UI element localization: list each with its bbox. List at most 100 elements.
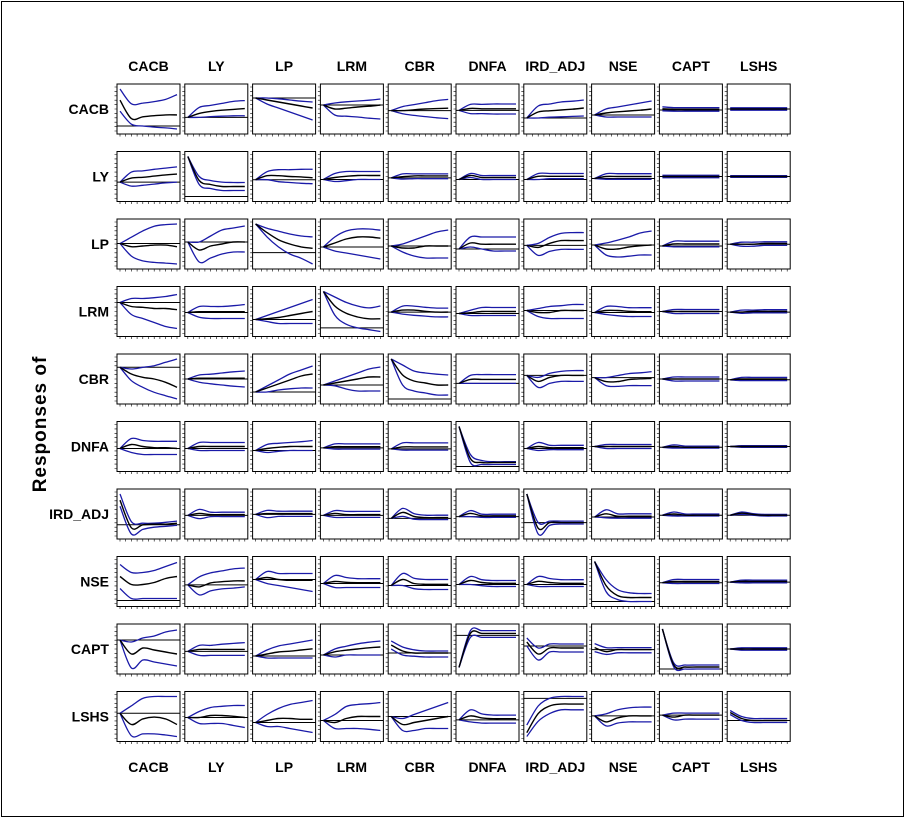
- lower-band-line: [255, 97, 313, 121]
- panel-ticks: [385, 154, 449, 204]
- upper-band-line: [458, 509, 516, 518]
- row-label-lp: LP: [91, 236, 109, 252]
- panel-ticks: [589, 424, 652, 474]
- lower-band-line: [594, 715, 652, 727]
- panel-ticks: [317, 491, 381, 542]
- lower-band-line: [526, 493, 584, 536]
- response-line: [255, 174, 313, 181]
- upper-band-line: [255, 97, 313, 103]
- lower-band-line: [662, 245, 720, 248]
- panel-ticks: [521, 694, 585, 744]
- upper-band-line: [255, 639, 313, 657]
- upper-band-line: [390, 640, 449, 652]
- lower-band-line: [255, 178, 313, 185]
- panel-ticks: [521, 491, 585, 542]
- panel-ticks: [656, 491, 720, 542]
- response-line: [594, 175, 652, 180]
- panel-ticks: [250, 626, 313, 677]
- lower-band-line: [255, 721, 313, 734]
- lower-band-line: [526, 708, 584, 737]
- panel-ticks: [656, 626, 720, 677]
- lower-band-line: [255, 578, 313, 593]
- panel-ticks: [656, 154, 720, 204]
- upper-band-line: [526, 303, 584, 312]
- response-line: [458, 242, 516, 250]
- response-line: [662, 445, 720, 449]
- panel-ticks: [250, 289, 313, 339]
- response-line: [662, 714, 720, 718]
- panel-ticks: [317, 694, 381, 744]
- lower-band-line: [255, 387, 313, 393]
- lower-band-line: [119, 110, 178, 130]
- panel-ticks: [724, 424, 788, 474]
- response-line: [255, 310, 313, 321]
- upper-band-line: [390, 358, 449, 376]
- lower-band-line: [662, 310, 720, 315]
- upper-band-line: [390, 172, 449, 179]
- panel-cbr-nse: [589, 353, 656, 407]
- panel-cbr-dnfa: [453, 353, 520, 407]
- panel-ticks: [521, 559, 585, 609]
- column-label-bottom-lshs: LSHS: [740, 759, 777, 775]
- panel-nse-lp: [250, 556, 317, 609]
- upper-band-line: [255, 298, 313, 321]
- lower-band-line: [526, 115, 584, 119]
- panel-frame: [116, 286, 181, 337]
- panel-ticks: [656, 559, 720, 609]
- upper-band-line: [390, 441, 449, 450]
- column-label-lrm: LRM: [337, 58, 367, 74]
- row-labels: CACB LY LP LRM CBR DNFA IRD_ADJ NSE CAPT LSHS: [49, 101, 110, 725]
- lower-band-line: [526, 374, 584, 389]
- upper-band-line: [187, 441, 245, 450]
- panel-ticks: [453, 356, 517, 407]
- lower-band-line: [187, 514, 245, 520]
- panel-frame: [591, 83, 656, 135]
- response-line: [391, 309, 449, 313]
- panel-ly-cacb: [114, 151, 181, 204]
- lower-band-line: [322, 291, 381, 333]
- response-line: [526, 641, 584, 655]
- upper-band-line: [594, 305, 652, 314]
- response-line: [323, 646, 381, 656]
- upper-band-line: [594, 509, 652, 518]
- panel-lp-ird-adj: [521, 218, 588, 272]
- response-line: [390, 358, 449, 386]
- response-line: [526, 309, 584, 314]
- panel-ticks: [385, 694, 449, 744]
- panel-ticks: [182, 694, 246, 744]
- lower-band-line: [390, 245, 449, 259]
- response-line: [458, 512, 516, 518]
- lower-band-line: [661, 628, 720, 672]
- response-line: [594, 513, 652, 518]
- panel-nse-nse: [589, 556, 656, 609]
- lower-band-line: [730, 513, 788, 517]
- lower-band-line: [390, 648, 449, 658]
- upper-band-line: [119, 88, 178, 106]
- panel-dnfa-cacb: [114, 421, 181, 474]
- lower-band-line: [119, 588, 177, 600]
- panel-cacb-cbr: [385, 83, 452, 137]
- panel-cbr-capt: [656, 353, 723, 407]
- column-label-capt: CAPT: [672, 58, 711, 74]
- panel-cacb-lrm: [317, 83, 384, 137]
- response-line: [526, 175, 584, 181]
- panel-ly-lrm: [317, 151, 384, 204]
- lower-band-line: [391, 515, 449, 521]
- lower-band-line: [323, 246, 381, 260]
- upper-band-line: [187, 225, 245, 244]
- upper-band-line: [662, 376, 720, 380]
- panel-ticks: [317, 559, 381, 609]
- column-label-cbr: CBR: [405, 58, 435, 74]
- upper-band-line: [390, 507, 449, 519]
- panel-capt-capt: [656, 623, 723, 677]
- panel-frame: [252, 83, 317, 135]
- lower-band-line: [255, 449, 313, 454]
- panel-lp-cacb: [114, 218, 181, 272]
- column-label-bottom-nse: NSE: [609, 759, 638, 775]
- panel-cacb-ly: [182, 83, 249, 137]
- response-line: [730, 580, 788, 583]
- response-line: [119, 99, 178, 121]
- lower-band-line: [323, 178, 381, 183]
- panel-ticks: [114, 289, 178, 339]
